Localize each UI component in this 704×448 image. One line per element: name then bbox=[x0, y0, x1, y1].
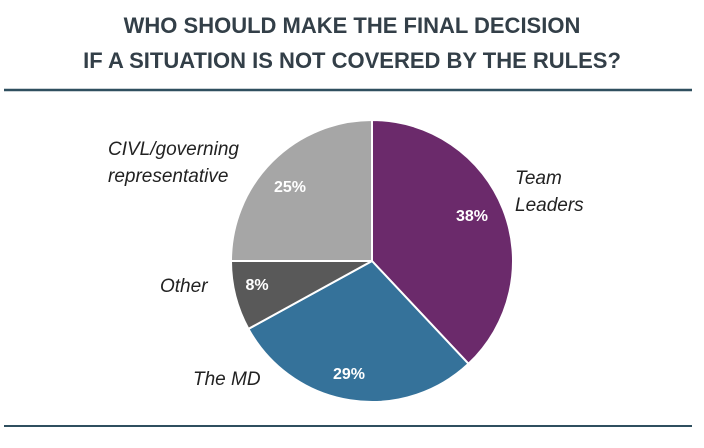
category-label: The MD bbox=[193, 369, 261, 390]
category-label: Other bbox=[160, 276, 208, 297]
chart-title: IF A SITUATION IS NOT COVERED BY THE RUL… bbox=[83, 48, 621, 73]
category-label: CIVL/governing representative bbox=[108, 139, 239, 187]
pie-slice bbox=[247, 259, 470, 403]
category-label: Team Leaders bbox=[515, 168, 584, 216]
data-label: 25% bbox=[274, 179, 306, 196]
pie-slice bbox=[371, 118, 514, 366]
pie-slice bbox=[229, 118, 373, 262]
data-label: 8% bbox=[245, 277, 268, 294]
data-label: 38% bbox=[456, 208, 488, 225]
data-label: 29% bbox=[333, 366, 365, 383]
chart-title: WHO SHOULD MAKE THE FINAL DECISION bbox=[124, 13, 581, 38]
